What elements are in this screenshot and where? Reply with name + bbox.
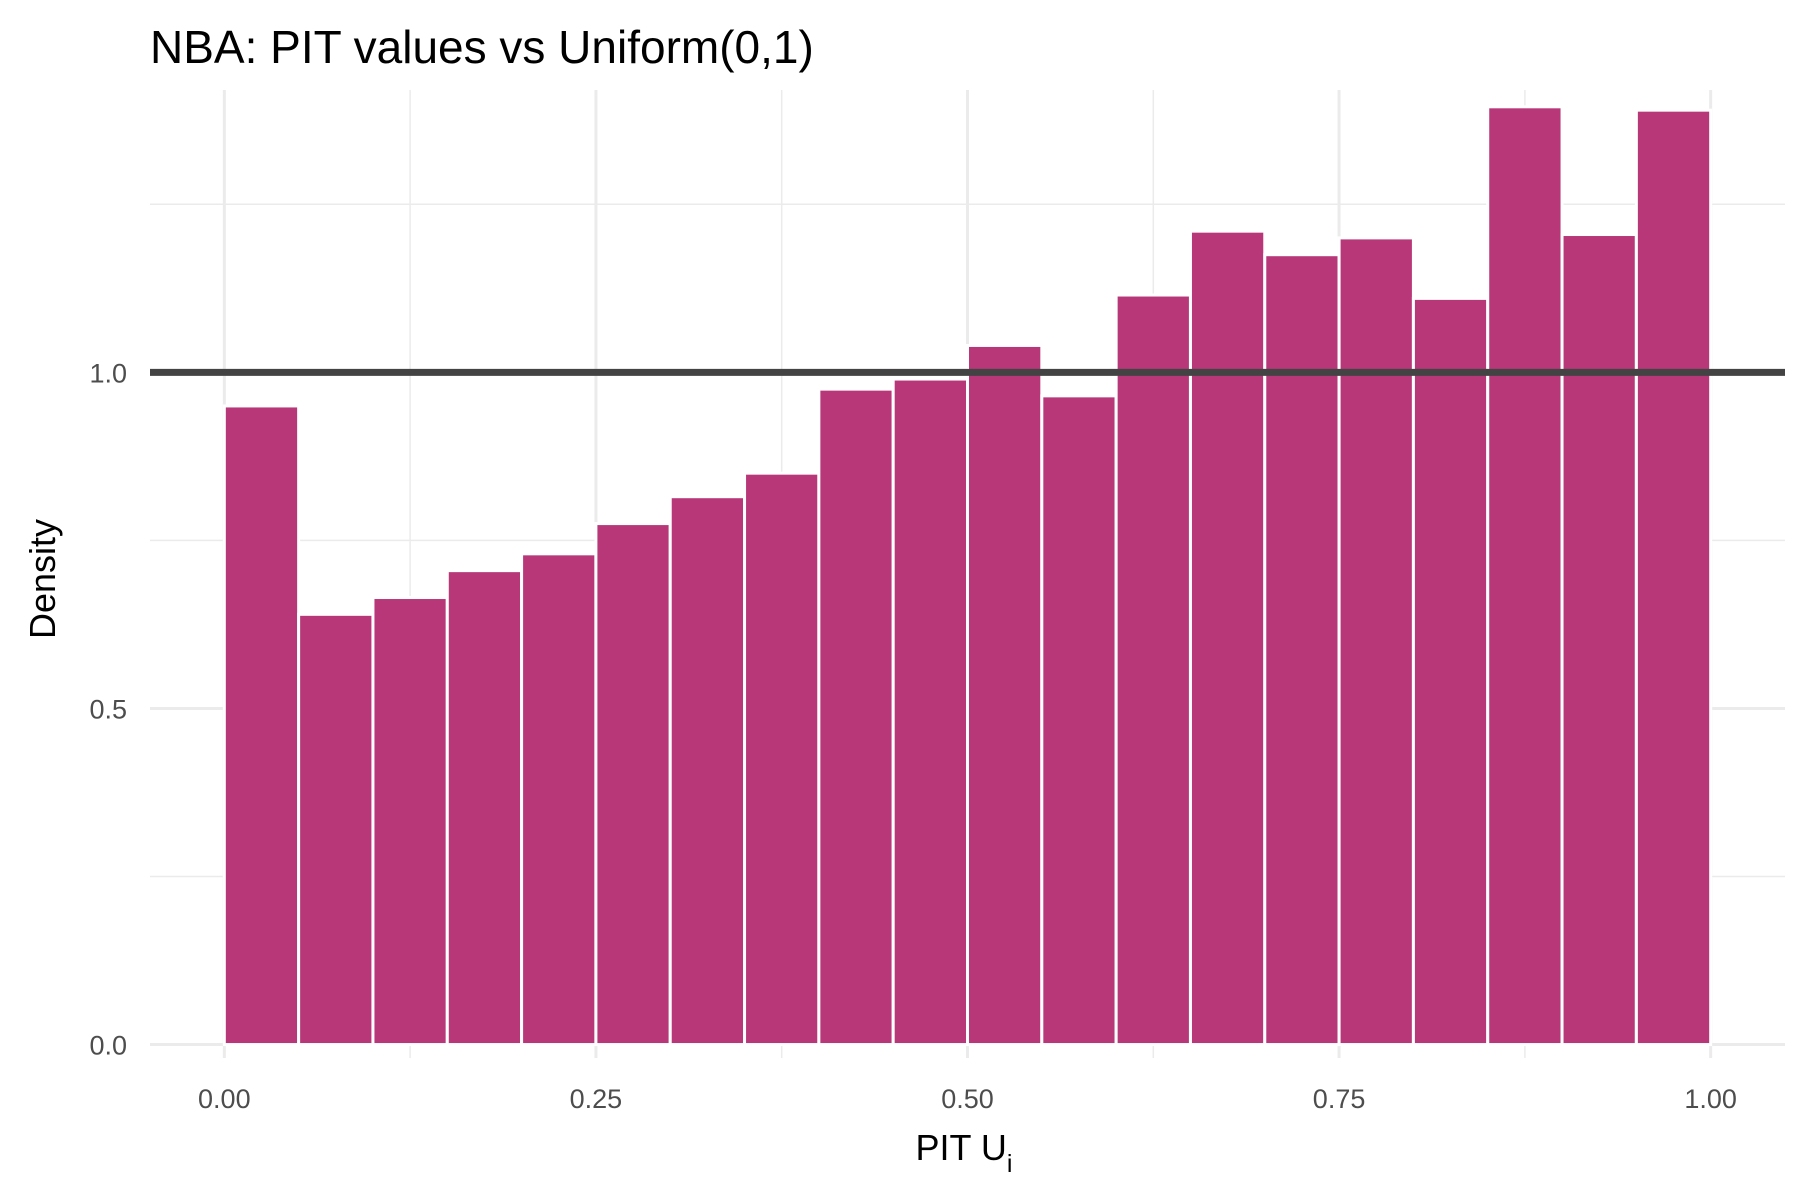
histogram-bar bbox=[1560, 233, 1638, 1047]
histogram-bar bbox=[668, 495, 747, 1047]
y-axis-ticks: 0.0 0.5 1.0 bbox=[89, 358, 127, 1060]
y-axis-title: Density bbox=[22, 519, 63, 639]
x-axis-title-subscript: i bbox=[1007, 1150, 1013, 1178]
histogram-bar bbox=[1040, 394, 1118, 1047]
x-tick-label: 0.50 bbox=[941, 1084, 994, 1114]
x-tick-label: 0.75 bbox=[1313, 1084, 1366, 1114]
histogram-bar bbox=[520, 552, 598, 1047]
histogram-bar bbox=[1114, 293, 1192, 1047]
x-tick-label: 1.00 bbox=[1684, 1084, 1737, 1114]
histogram-bar bbox=[594, 522, 672, 1047]
histogram-bar bbox=[445, 569, 524, 1047]
histogram-bar bbox=[1486, 105, 1564, 1047]
y-tick-label: 0.0 bbox=[89, 1031, 127, 1061]
chart-title: NBA: PIT values vs Uniform(0,1) bbox=[150, 21, 814, 73]
histogram-bar bbox=[1188, 229, 1267, 1047]
histogram-bar bbox=[1263, 253, 1341, 1047]
histogram-bar bbox=[817, 387, 895, 1047]
x-axis-ticks: 0.00 0.25 0.50 0.75 1.00 bbox=[198, 1084, 1737, 1114]
histogram-bar bbox=[1634, 108, 1713, 1047]
histogram-bar bbox=[743, 471, 821, 1047]
x-axis-title: PIT Ui bbox=[916, 1127, 1013, 1178]
y-tick-label: 1.0 bbox=[89, 358, 127, 388]
histogram-bar bbox=[1337, 236, 1415, 1047]
x-tick-label: 0.00 bbox=[198, 1084, 251, 1114]
histogram-bar bbox=[891, 377, 970, 1047]
histogram-bar bbox=[1411, 296, 1490, 1047]
y-tick-label: 0.5 bbox=[89, 694, 127, 724]
x-axis-title-main: PIT U bbox=[916, 1127, 1007, 1168]
x-tick-label: 0.25 bbox=[570, 1084, 623, 1114]
histogram-bar bbox=[966, 343, 1044, 1047]
histogram-bars bbox=[222, 105, 1713, 1047]
histogram-bar bbox=[222, 404, 301, 1047]
histogram-bar bbox=[371, 596, 449, 1047]
histogram-bar bbox=[297, 612, 375, 1047]
